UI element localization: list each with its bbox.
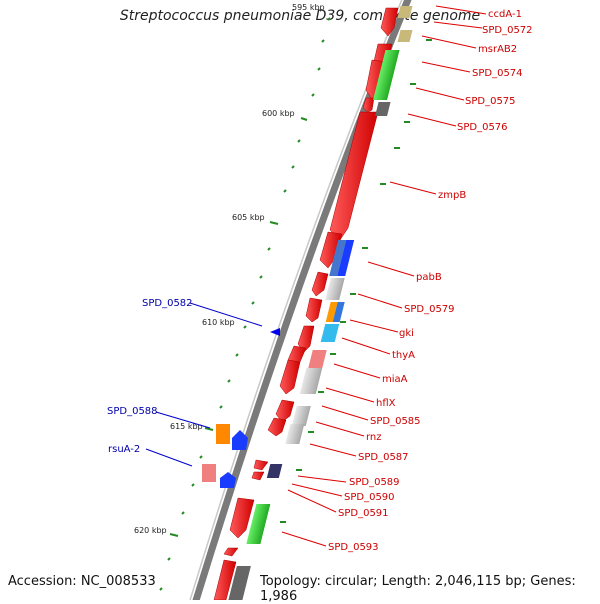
cds-arrow[interactable] — [305, 297, 323, 323]
feature-block[interactable] — [291, 406, 311, 426]
forward-gene-labels: ccdA-1 SPD_0572 msrAB2 SPD_0574 SPD_0575… — [328, 9, 533, 553]
scale-labels: 595 kbp 600 kbp 605 kbp 610 kbp 615 kbp … — [134, 3, 325, 535]
cds-arrow[interactable] — [362, 97, 375, 113]
feature-block[interactable] — [320, 324, 340, 342]
feature-block[interactable] — [375, 102, 391, 116]
gene-label[interactable]: SPD_0572 — [482, 25, 533, 36]
feature-block[interactable] — [285, 424, 305, 444]
gene-label[interactable]: msrAB2 — [478, 44, 517, 55]
gene-label[interactable]: SPD_0576 — [457, 122, 508, 133]
scale-label: 620 kbp — [134, 526, 167, 535]
gene-label[interactable]: SPD_0579 — [404, 304, 455, 315]
gene-label[interactable]: rsuA-2 — [108, 444, 140, 455]
gene-label[interactable]: SPD_0582 — [142, 298, 193, 309]
gene-label[interactable]: SPD_0575 — [465, 96, 516, 107]
feature-blocks — [226, 6, 413, 600]
cds-arrow[interactable] — [251, 471, 265, 481]
feature-block[interactable] — [373, 50, 400, 100]
reverse-cds-track — [202, 328, 280, 488]
feature-block[interactable] — [226, 566, 251, 600]
feature-block[interactable] — [246, 504, 271, 544]
scale-label: 615 kbp — [170, 422, 203, 431]
gene-label[interactable]: SPD_0585 — [370, 416, 421, 427]
gene-label[interactable]: rnz — [366, 432, 382, 443]
gene-label[interactable]: SPD_0589 — [349, 477, 400, 488]
gene-label[interactable]: SPD_0588 — [107, 406, 158, 417]
feature-block[interactable] — [397, 6, 413, 18]
cds-arrow[interactable] — [229, 497, 255, 539]
feature-block[interactable] — [216, 424, 230, 444]
cds-arrow[interactable] — [279, 359, 301, 395]
cds-arrow[interactable] — [253, 459, 269, 471]
reverse-leader-lines — [145, 302, 263, 467]
feature-block[interactable] — [325, 278, 345, 300]
gene-label[interactable]: hflX — [376, 398, 396, 409]
scale-label: 610 kbp — [202, 318, 235, 327]
gene-label[interactable]: thyA — [392, 350, 415, 361]
feature-block[interactable] — [332, 302, 345, 322]
gene-label[interactable]: SPD_0587 — [358, 452, 409, 463]
gene-label[interactable]: SPD_0574 — [472, 68, 523, 79]
gene-label[interactable]: pabB — [416, 272, 442, 283]
scale-label: 600 kbp — [262, 109, 295, 118]
gene-label[interactable]: miaA — [382, 374, 408, 385]
scale-label: 605 kbp — [232, 213, 265, 222]
cds-arrow[interactable] — [319, 231, 343, 269]
gene-label[interactable]: gki — [399, 328, 414, 339]
feature-block[interactable] — [308, 350, 327, 368]
cds-arrow[interactable] — [223, 547, 239, 557]
gene-label[interactable]: SPD_0590 — [344, 492, 395, 503]
scale-ticks — [159, 17, 432, 591]
gene-label[interactable]: ccdA-1 — [488, 9, 522, 20]
gene-label[interactable]: zmpB — [438, 190, 466, 201]
feature-block[interactable] — [337, 240, 355, 276]
cds-arrow[interactable] — [220, 472, 236, 488]
feature-block[interactable] — [397, 30, 413, 42]
cds-arrow[interactable] — [329, 111, 379, 241]
feature-block[interactable] — [266, 464, 283, 478]
feature-block[interactable] — [329, 240, 347, 276]
cds-arrow[interactable] — [275, 399, 295, 423]
cds-arrow[interactable] — [232, 430, 248, 450]
gene-label[interactable]: SPD_0591 — [338, 508, 389, 519]
cds-arrow[interactable] — [270, 328, 280, 336]
gene-label[interactable]: SPD_0593 — [328, 542, 379, 553]
cds-arrow[interactable] — [213, 559, 237, 600]
cds-arrow[interactable] — [311, 271, 329, 297]
feature-block[interactable] — [325, 302, 338, 322]
reverse-gene-labels: SPD_0582 SPD_0588 rsuA-2 — [107, 298, 193, 455]
scale-label: 595 kbp — [292, 3, 325, 12]
cds-arrow[interactable] — [267, 417, 287, 437]
feature-block[interactable] — [202, 464, 216, 482]
feature-block[interactable] — [299, 368, 323, 394]
cds-arrow[interactable] — [297, 325, 315, 353]
forward-leader-lines — [281, 5, 487, 547]
accession-label: Accession: NC_008533 — [8, 574, 156, 589]
cds-arrow[interactable] — [380, 7, 399, 37]
